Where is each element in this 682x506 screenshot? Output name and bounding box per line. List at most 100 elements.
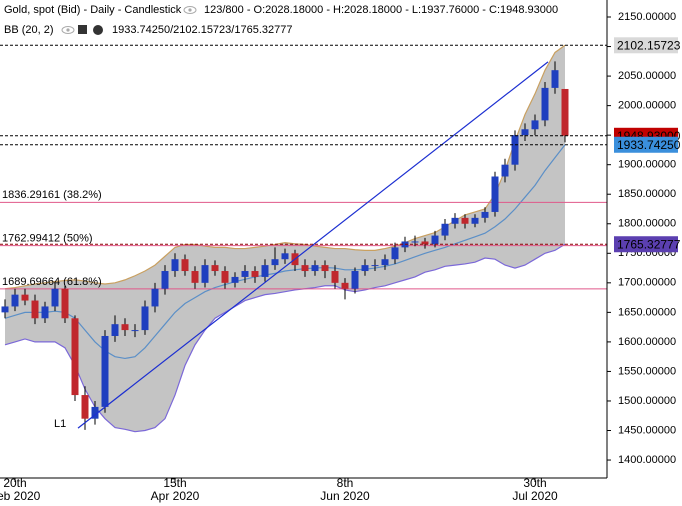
candle-body <box>341 282 349 289</box>
x-tick-label: 8th <box>337 476 354 490</box>
axes: 1400.00000 1450.00000 1500.00000 1550.00000… <box>0 11 681 503</box>
candle-body <box>461 217 469 224</box>
plot-area: 1836.29161 (38.2%) 1762.99412 (50%) 1689.6… <box>0 44 607 433</box>
y-tick-label: 1850.00000 <box>618 188 676 200</box>
candle-body <box>411 241 419 243</box>
x-tick-label: Feb 2020 <box>0 489 41 503</box>
candle-body <box>511 135 519 165</box>
y-tick-label: 1700.00000 <box>618 277 676 289</box>
band-fill <box>5 45 565 432</box>
x-tick-label: Jul 2020 <box>512 489 558 503</box>
candle-body <box>331 271 339 283</box>
chart-title: Gold, spot (Bid) - Daily - Candlestick <box>4 4 182 16</box>
x-tick-label: 20th <box>3 476 26 490</box>
y-tick-label: 2150.00000 <box>618 11 676 23</box>
candle-body <box>491 176 499 212</box>
candle-body <box>151 288 159 307</box>
candle-body <box>81 395 89 419</box>
trendline <box>77 61 549 429</box>
candle-body <box>181 259 189 272</box>
candle-body <box>171 259 179 272</box>
candle-body <box>381 259 389 266</box>
candle-body <box>471 217 479 224</box>
eye-icon <box>183 6 197 14</box>
header: Gold, spot (Bid) - Daily - Candlestick 1… <box>4 4 558 36</box>
y-tick-label: 1400.00000 <box>618 454 676 466</box>
settings-icon[interactable] <box>93 25 103 35</box>
price-tag-label: 2102.15723 <box>617 38 681 52</box>
fib-label: 1762.99412 (50%) <box>2 233 93 245</box>
candle-body <box>361 265 369 272</box>
price-tag <box>614 236 678 253</box>
y-tick-label: 2000.00000 <box>618 100 676 112</box>
y-tick-label: 1550.00000 <box>618 365 676 377</box>
y-tick-label: 1800.00000 <box>618 218 676 230</box>
x-tick-label: 15th <box>163 476 186 490</box>
candle-body <box>301 265 309 272</box>
indicator-values: 1933.74250/2102.15723/1765.32777 <box>112 24 292 36</box>
candle-body <box>501 164 509 177</box>
candle-body <box>451 217 459 224</box>
fib-label: 1689.69664 (61.8%) <box>2 276 102 288</box>
x-tick-label: Apr 2020 <box>151 489 200 503</box>
remove-icon[interactable] <box>78 25 87 34</box>
candle-body <box>551 70 559 88</box>
candle-body <box>261 265 269 277</box>
candle-body <box>1 306 9 313</box>
candle-body <box>271 259 279 266</box>
candle-body <box>51 288 59 307</box>
candle-body <box>251 271 259 277</box>
fib-label: 1836.29161 (38.2%) <box>2 189 102 201</box>
candle-body <box>141 306 149 331</box>
candle-body <box>121 324 129 331</box>
band-middle <box>4 144 566 360</box>
band-upper <box>4 44 566 290</box>
indicator-name: BB (20, 2) <box>4 24 54 36</box>
y-tick-label: 1900.00000 <box>618 159 676 171</box>
candle-body <box>111 324 119 336</box>
y-tick-label: 2050.00000 <box>618 70 676 82</box>
ohlc-info: 123/800 - O:2028.18000 - H:2028.18000 - … <box>204 4 558 16</box>
candle-body <box>561 88 569 136</box>
candle-body <box>71 318 79 396</box>
candle-body <box>91 406 99 419</box>
y-tick-label: 1500.00000 <box>618 395 676 407</box>
candle-body <box>531 120 539 130</box>
eye-icon <box>61 26 75 34</box>
candle-body <box>211 265 219 272</box>
candle-body <box>481 211 489 218</box>
candle-body <box>11 294 19 307</box>
y-tick-label: 1650.00000 <box>618 306 676 318</box>
candle-body <box>241 271 249 277</box>
candle-body <box>101 335 109 407</box>
x-tick-label: Jun 2020 <box>320 489 370 503</box>
candle-body <box>201 265 209 283</box>
candle-body <box>221 271 229 283</box>
y-tick-label: 1450.00000 <box>618 424 676 436</box>
candle-body <box>351 271 359 289</box>
price-tag-label: 1933.74250 <box>617 138 681 152</box>
y-tick-label: 1600.00000 <box>618 336 676 348</box>
candle-body <box>61 288 69 319</box>
candle-body <box>41 306 49 319</box>
candle-body <box>321 265 329 272</box>
candle-body <box>421 241 429 245</box>
candle-body <box>31 300 39 319</box>
candle-body <box>431 235 439 245</box>
candle-body <box>131 330 139 332</box>
price-tag <box>614 136 678 153</box>
candle-body <box>441 223 449 236</box>
candle-body <box>161 271 169 289</box>
candle-body <box>311 265 319 272</box>
candle-body <box>541 87 549 121</box>
price-tag-label: 1765.32777 <box>617 237 681 251</box>
candle-body <box>521 129 529 136</box>
candle-body <box>281 253 289 260</box>
candle-body <box>21 294 29 301</box>
price-tag <box>614 37 678 54</box>
candle-body <box>391 247 399 260</box>
x-tick-label: 30th <box>523 476 546 490</box>
candle-body <box>191 271 199 283</box>
candle-body <box>371 265 379 267</box>
